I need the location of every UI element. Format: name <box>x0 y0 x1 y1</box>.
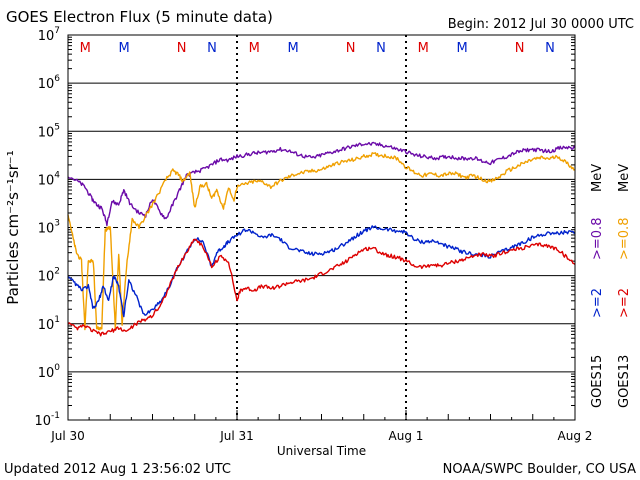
y-tick-label: 10-1 <box>34 411 60 429</box>
x-tick-label: Aug 2 <box>558 429 593 443</box>
y-axis-ticks: 10-1 100 101 102 103 104 105 106 107 <box>34 26 575 429</box>
orbit-marker: M <box>457 41 468 56</box>
legend-goes15: GOES15 <box>590 355 605 408</box>
y-tick-label: 101 <box>38 315 60 333</box>
y-tick-label: 102 <box>38 267 60 285</box>
series-line <box>67 238 576 337</box>
updated-time: Updated 2012 Aug 1 23:56:02 UTC <box>4 462 231 477</box>
right-legend: GOES15 GOES13 >=2 >=0.8 MeV >=2 >=0.8 Me… <box>590 164 632 408</box>
orbit-marker: N <box>545 41 555 56</box>
series-line <box>67 225 576 318</box>
credit: NOAA/SWPC Boulder, CO USA <box>443 462 636 477</box>
legend-goes13-mev: MeV <box>617 164 632 192</box>
y-tick-label: 107 <box>38 26 60 44</box>
x-tick-label: Jul 31 <box>219 429 254 443</box>
orbit-marker: M <box>418 41 429 56</box>
begin-time: Begin: 2012 Jul 30 0000 UTC <box>448 17 634 32</box>
x-axis-ticks: Jul 30 Jul 31 Aug 1 Aug 2 <box>50 410 592 443</box>
x-tick-label: Aug 1 <box>389 429 424 443</box>
orbit-marker: N <box>346 41 356 56</box>
y-tick-label: 100 <box>38 363 61 381</box>
orbit-marker: M <box>80 41 91 56</box>
legend-goes15-gt2: >=2 <box>590 288 605 318</box>
x-tick-label: Jul 30 <box>50 429 85 443</box>
y-tick-label: 106 <box>38 74 61 92</box>
series-line <box>67 152 576 331</box>
chart-title: GOES Electron Flux (5 minute data) <box>6 8 273 26</box>
orbit-marker: M <box>249 41 260 56</box>
legend-goes13-gt2: >=2 <box>617 288 632 318</box>
legend-goes15-gt08: >=0.8 <box>590 218 605 260</box>
y-tick-label: 105 <box>38 122 60 140</box>
orbit-marker: N <box>515 41 525 56</box>
x-axis-label: Universal Time <box>277 444 366 458</box>
orbit-marker: M <box>288 41 299 56</box>
y-tick-label: 103 <box>38 219 60 237</box>
y-axis-label: Particles cm⁻²s⁻¹sr⁻¹ <box>4 150 22 304</box>
day-dividers <box>236 35 407 420</box>
orbit-marker: M <box>119 41 130 56</box>
y-tick-label: 104 <box>38 170 61 188</box>
series-line <box>67 141 576 227</box>
orbit-marker: N <box>177 41 187 56</box>
orbit-marker: N <box>376 41 386 56</box>
legend-goes13-gt08: >=0.8 <box>617 218 632 260</box>
grid-lines <box>68 82 575 373</box>
data-series <box>67 141 576 337</box>
orbit-marker: N <box>207 41 217 56</box>
legend-goes15-mev: MeV <box>590 164 605 192</box>
legend-goes13: GOES13 <box>617 355 632 408</box>
plot-frame <box>67 34 576 421</box>
